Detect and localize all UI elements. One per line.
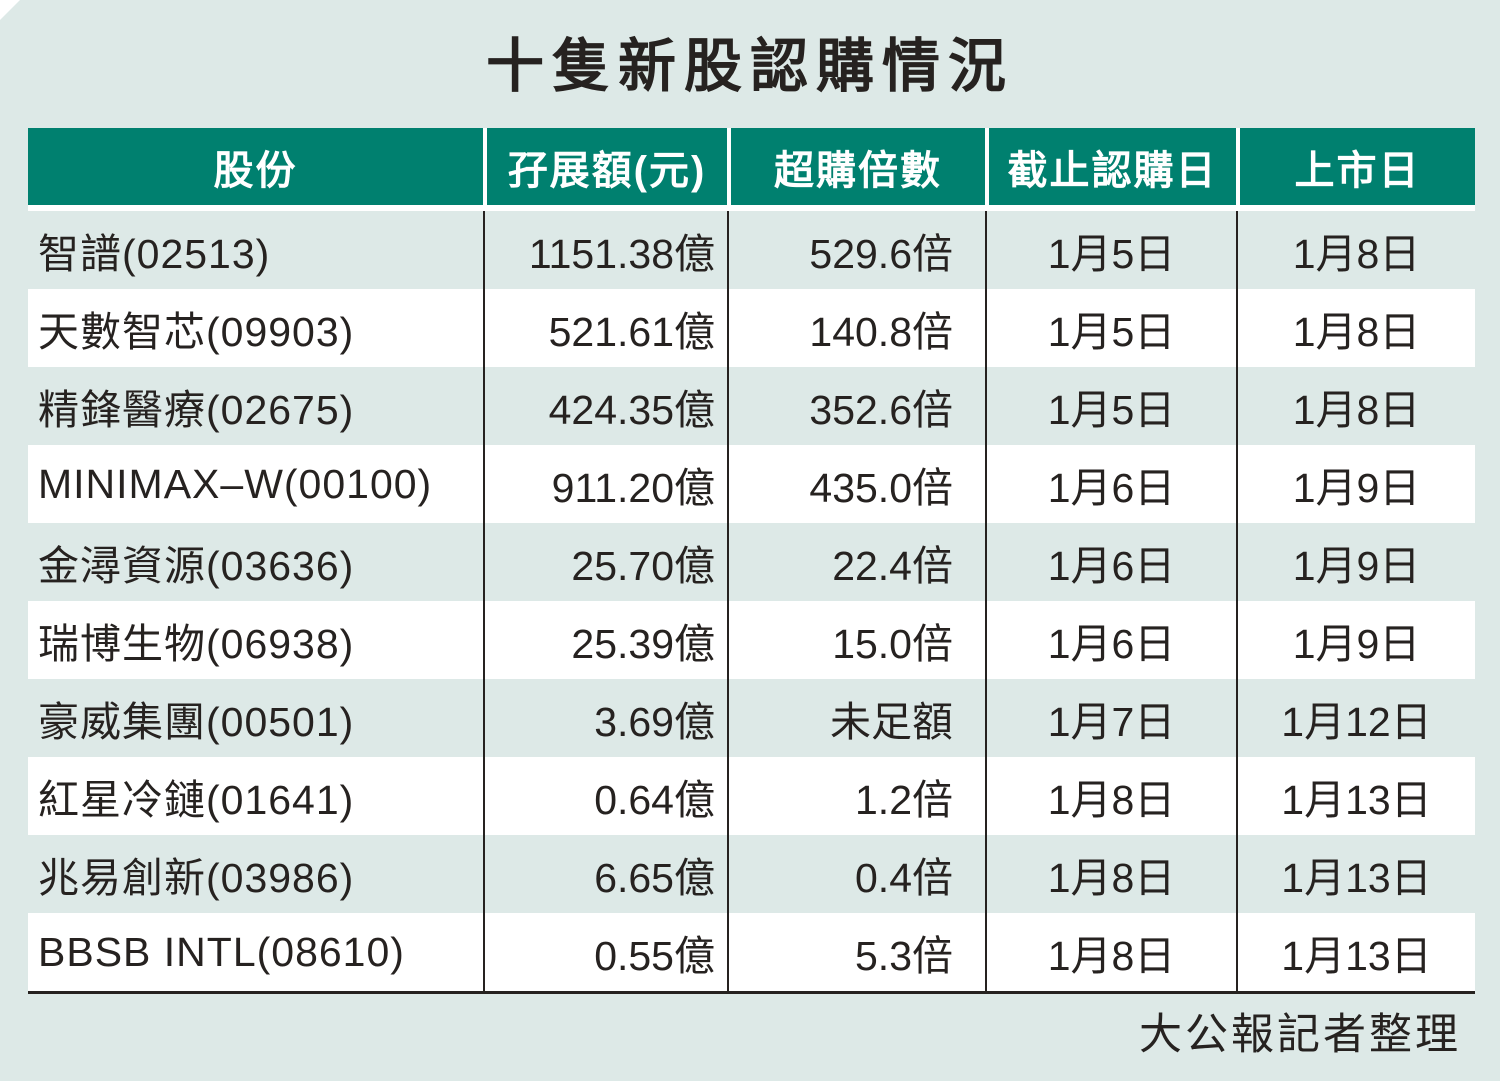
column-header-stock: 股份 (28, 128, 483, 205)
deadline-cell: 1月5日 (985, 211, 1236, 289)
listing-date-cell: 1月12日 (1236, 679, 1475, 757)
margin-amount-cell: 1151.38億 (483, 211, 727, 289)
column-header-margin-amount: 孖展額(元) (483, 128, 727, 205)
table-row: 精鋒醫療(02675) 424.35億 352.6倍 1月5日 1月8日 (28, 367, 1475, 445)
margin-amount-cell: 911.20億 (483, 445, 727, 523)
deadline-cell: 1月6日 (985, 445, 1236, 523)
stock-name-cell: 天數智芯(09903) (38, 309, 355, 355)
stock-name-cell: 紅星冷鏈(01641) (38, 777, 355, 823)
table-row: 紅星冷鏈(01641) 0.64億 1.2倍 1月8日 1月13日 (28, 757, 1475, 835)
deadline-cell: 1月6日 (985, 523, 1236, 601)
source-note: 大公報記者整理 (1139, 1011, 1461, 1059)
oversubscription-cell: 未足額 (727, 679, 985, 757)
oversubscription-cell: 5.3倍 (727, 913, 985, 991)
deadline-cell: 1月6日 (985, 601, 1236, 679)
stock-name-cell: BBSB INTL(08610) (38, 928, 405, 975)
deadline-cell: 1月8日 (985, 757, 1236, 835)
column-header-deadline: 截止認購日 (985, 128, 1236, 205)
deadline-cell: 1月8日 (985, 835, 1236, 913)
listing-date-cell: 1月8日 (1236, 289, 1475, 367)
deadline-cell: 1月8日 (985, 913, 1236, 991)
oversubscription-cell: 352.6倍 (727, 367, 985, 445)
stock-name-cell: 瑞博生物(06938) (38, 621, 355, 667)
table-row: 瑞博生物(06938) 25.39億 15.0倍 1月6日 1月9日 (28, 601, 1475, 679)
table-row: 智譜(02513) 1151.38億 529.6倍 1月5日 1月8日 (28, 211, 1475, 289)
oversubscription-cell: 529.6倍 (727, 211, 985, 289)
listing-date-cell: 1月13日 (1236, 757, 1475, 835)
stock-name-cell: 兆易創新(03986) (38, 855, 355, 901)
oversubscription-cell: 22.4倍 (727, 523, 985, 601)
table-row: MINIMAX–W(00100) 911.20億 435.0倍 1月6日 1月9日 (28, 445, 1475, 523)
table-header-row: 股份 孖展額(元) 超購倍數 截止認購日 上市日 (28, 128, 1475, 205)
listing-date-cell: 1月13日 (1236, 835, 1475, 913)
deadline-cell: 1月7日 (985, 679, 1236, 757)
margin-amount-cell: 6.65億 (483, 835, 727, 913)
margin-amount-cell: 3.69億 (483, 679, 727, 757)
stock-name-cell: 金潯資源(03636) (38, 543, 355, 589)
oversubscription-cell: 15.0倍 (727, 601, 985, 679)
oversubscription-cell: 0.4倍 (727, 835, 985, 913)
stock-name-cell: 豪威集團(00501) (38, 699, 355, 745)
stock-name-cell: MINIMAX–W(00100) (38, 460, 433, 507)
table-body: 智譜(02513) 1151.38億 529.6倍 1月5日 1月8日 天數智芯(0990… (28, 211, 1475, 994)
page-title: 十隻新股認購情況 (485, 34, 1014, 99)
margin-amount-cell: 0.64億 (483, 757, 727, 835)
table-row: 天數智芯(09903) 521.61億 140.8倍 1月5日 1月8日 (28, 289, 1475, 367)
oversubscription-cell: 1.2倍 (727, 757, 985, 835)
margin-amount-cell: 521.61億 (483, 289, 727, 367)
column-header-listing-date: 上市日 (1236, 128, 1475, 205)
deadline-cell: 1月5日 (985, 289, 1236, 367)
listing-date-cell: 1月8日 (1236, 367, 1475, 445)
table-row: 金潯資源(03636) 25.70億 22.4倍 1月6日 1月9日 (28, 523, 1475, 601)
stock-name-cell: 智譜(02513) (38, 231, 271, 277)
margin-amount-cell: 25.39億 (483, 601, 727, 679)
oversubscription-cell: 140.8倍 (727, 289, 985, 367)
column-header-oversubscription: 超購倍數 (727, 128, 985, 205)
listing-date-cell: 1月9日 (1236, 523, 1475, 601)
listing-date-cell: 1月9日 (1236, 445, 1475, 523)
table-row: 豪威集團(00501) 3.69億 未足額 1月7日 1月12日 (28, 679, 1475, 757)
margin-amount-cell: 25.70億 (483, 523, 727, 601)
oversubscription-cell: 435.0倍 (727, 445, 985, 523)
header-body-divider (28, 205, 1475, 211)
listing-date-cell: 1月8日 (1236, 211, 1475, 289)
listing-date-cell: 1月9日 (1236, 601, 1475, 679)
margin-amount-cell: 0.55億 (483, 913, 727, 991)
listing-date-cell: 1月13日 (1236, 913, 1475, 991)
table-row: BBSB INTL(08610) 0.55億 5.3倍 1月8日 1月13日 (28, 913, 1475, 991)
table-row: 兆易創新(03986) 6.65億 0.4倍 1月8日 1月13日 (28, 835, 1475, 913)
stock-name-cell: 精鋒醫療(02675) (38, 387, 355, 433)
deadline-cell: 1月5日 (985, 367, 1236, 445)
ipo-table: 股份 孖展額(元) 超購倍數 截止認購日 上市日 智譜(02513) 1151.3… (28, 128, 1475, 994)
margin-amount-cell: 424.35億 (483, 367, 727, 445)
